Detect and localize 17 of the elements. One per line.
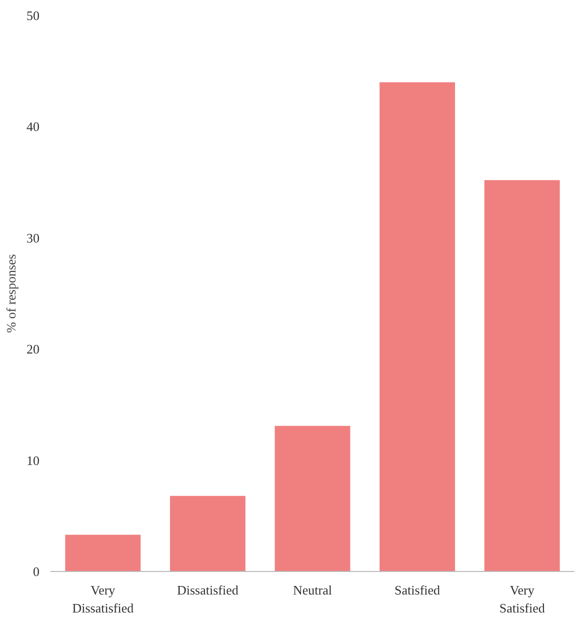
y-tick-label: 10 [26,452,40,468]
bar [484,180,560,572]
y-axis-title: % of responses [4,254,18,333]
bar [170,496,246,572]
y-tick-label: 0 [33,564,40,579]
bar [380,82,456,572]
y-tick-label: 20 [26,342,40,357]
y-tick-label: 30 [26,230,40,246]
y-tick-label: 40 [26,119,40,134]
x-tick-label: Neutral [293,582,332,598]
y-tick-label: 50 [26,8,40,23]
x-tick-label: Satisfied [394,582,441,598]
x-tick-label: Dissatisfied [177,582,239,598]
bar [274,426,350,572]
x-tick-label: Very Dissatisfied [72,582,134,616]
x-tick-label: Very Satisfied [499,582,546,616]
bar [65,534,141,572]
